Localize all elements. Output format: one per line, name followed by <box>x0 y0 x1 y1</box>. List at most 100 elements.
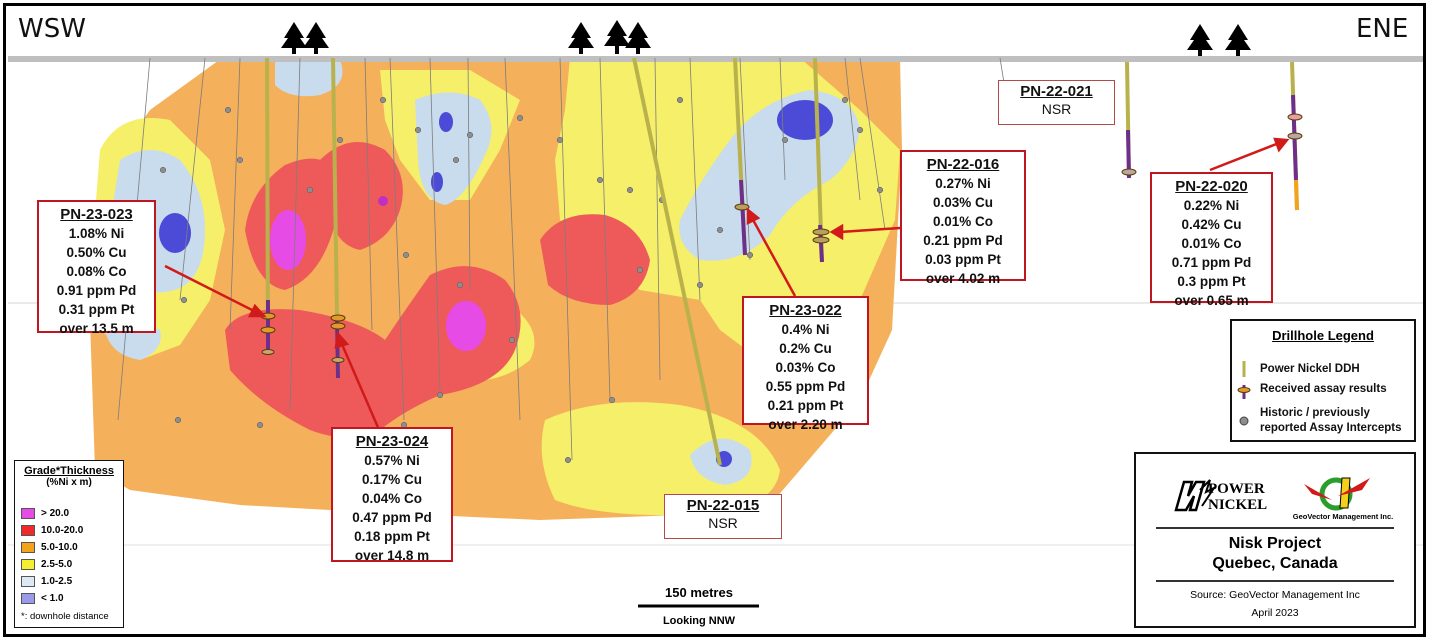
grade-item-2.5-5: 2.5-5.0 <box>21 559 72 570</box>
callout-hole-id: PN-22-021 <box>1020 83 1093 100</box>
grade-footnote: *: downhole distance <box>21 611 109 622</box>
callout-line: 0.2% Cu <box>779 341 832 356</box>
callout-line: NSR <box>1041 101 1072 117</box>
tree-icon <box>1187 24 1213 56</box>
drillhole-legend-title: Drillhole Legend <box>1272 328 1374 343</box>
power-nickel-ddh <box>265 57 1299 466</box>
callout-line: 0.50% Cu <box>66 245 127 260</box>
callout-pn-23-024: PN-23-024 0.57% Ni 0.17% Cu 0.04% Co 0.4… <box>331 427 453 563</box>
grade-item-10-20: 10.0-20.0 <box>21 525 83 536</box>
tree-icon <box>1225 24 1251 56</box>
callout-line: 0.21 ppm Pd <box>923 233 1003 248</box>
callout-arrows <box>164 137 1290 433</box>
callout-pn-23-022: PN-23-022 0.4% Ni 0.2% Cu 0.03% Co 0.55 … <box>742 296 869 432</box>
grade-zone-10-20 <box>540 214 650 305</box>
drillhole-pn-22-015 <box>632 57 722 466</box>
tree-icon <box>568 22 594 54</box>
callout-line: over 14.8 m <box>354 548 430 563</box>
callout-line: 0.71 ppm Pd <box>1171 255 1252 270</box>
callout-line: 0.21 ppm Pt <box>767 398 844 413</box>
power-nickel-logo-text: POWER NICKEL <box>1208 481 1268 513</box>
callout-line: 0.03% Co <box>775 360 836 375</box>
grade-zone-gt20 <box>446 301 486 351</box>
callout-line: over 4.02 m <box>925 271 1001 286</box>
callout-line: 1.08% Ni <box>68 226 125 241</box>
callout-line: 0.17% Cu <box>361 472 423 487</box>
callout-line: NSR <box>708 515 738 531</box>
callout-pn-22-020: PN-22-020 0.22% Ni 0.42% Cu 0.01% Co 0.7… <box>1150 172 1273 308</box>
grade-item-gt20: > 20.0 <box>21 508 69 519</box>
date-text: April 2023 <box>1251 607 1299 619</box>
callout-hole-id: PN-23-022 <box>769 302 842 319</box>
callout-line: 0.42% Cu <box>1181 217 1242 232</box>
callout-line: 0.01% Co <box>1181 236 1242 251</box>
callout-hole-id: PN-22-020 <box>1175 178 1248 195</box>
callout-line: 0.04% Co <box>361 491 423 506</box>
grade-zone-10-20 <box>320 142 403 250</box>
scale-label: 150 metres <box>665 585 733 600</box>
ground-surface <box>8 56 1423 62</box>
grade-item-lt1: < 1.0 <box>21 593 64 604</box>
callout-line: 0.4% Ni <box>781 322 830 337</box>
grade-zone-lt1 <box>777 100 833 140</box>
callout-line: over 13.5 m <box>59 321 134 336</box>
grade-zone-lt1 <box>159 213 191 253</box>
grade-legend-title: Grade*Thickness <box>24 465 114 477</box>
callout-hole-id: PN-22-016 <box>926 156 1000 173</box>
callout-line: 0.47 ppm Pd <box>352 510 432 525</box>
geovector-logo-text: GeoVector Management Inc. <box>1292 512 1394 521</box>
callout-line: 0.27% Ni <box>935 176 991 191</box>
project-name: Nisk Project <box>1228 535 1322 552</box>
grade-zone-lt1 <box>431 172 443 192</box>
power-nickel-logo-icon <box>1174 479 1217 512</box>
callout-line: 0.31 ppm Pt <box>58 302 135 317</box>
tree-icon <box>303 22 329 54</box>
geovector-logo-icon <box>1304 477 1370 511</box>
grade-zone-2.5-5 <box>541 402 780 516</box>
callout-pn-23-023: PN-23-023 1.08% Ni 0.50% Cu 0.08% Co 0.9… <box>37 200 156 336</box>
grade-zone-gt20 <box>378 196 388 206</box>
title-divider <box>1156 580 1394 582</box>
assay-markers <box>260 113 1303 363</box>
historic-symbol-icon <box>1239 416 1249 426</box>
legend-item-assay: Received assay results <box>1260 383 1387 395</box>
callout-pn-22-016: PN-22-016 0.27% Ni 0.03% Cu 0.01% Co 0.2… <box>900 150 1026 286</box>
grade-legend-subtitle: (%Ni x m) <box>46 477 92 488</box>
callout-line: 0.3 ppm Pt <box>1177 274 1246 289</box>
grade-zone-1-2.5 <box>275 60 343 97</box>
callout-hole-id: PN-22-015 <box>686 497 760 514</box>
tree-icons <box>281 20 1251 56</box>
source-text: Source: GeoVector Management Inc <box>1190 589 1360 601</box>
view-direction: Looking NNW <box>662 615 736 627</box>
callout-line: 0.01% Co <box>932 214 994 229</box>
callout-line: 0.08% Co <box>66 264 127 279</box>
grade-zone-lt1 <box>439 112 453 132</box>
callout-line: 0.18 ppm Pt <box>354 529 430 544</box>
legend-item-ddh: Power Nickel DDH <box>1260 363 1360 375</box>
callout-line: over 0.65 m <box>1174 293 1249 308</box>
callout-line: 0.57% Ni <box>364 453 420 468</box>
callout-line: 0.55 ppm Pd <box>765 379 846 394</box>
grade-zone-gt20 <box>270 210 306 270</box>
tree-icon <box>281 22 307 54</box>
callout-line: 0.03 ppm Pt <box>925 252 1001 267</box>
callout-pn-22-021: PN-22-021 NSR <box>998 80 1115 125</box>
callout-hole-id: PN-23-023 <box>60 206 133 223</box>
drillhole-legend-symbols <box>1237 361 1251 426</box>
grade-item-1-2.5: 1.0-2.5 <box>21 576 72 587</box>
callout-line: 0.91 ppm Pd <box>56 283 137 298</box>
callout-pn-22-015: PN-22-015 NSR <box>664 494 782 539</box>
grade-legend: Grade*Thickness (%Ni x m) > 20.0 10.0-20… <box>14 460 124 628</box>
callout-line: over 2.20 m <box>768 417 843 432</box>
title-block: POWER NICKEL GeoVector Management Inc. N… <box>1134 452 1416 628</box>
legend-item-historic: Historic / previously reported Assay Int… <box>1260 407 1402 434</box>
tree-icon <box>604 20 630 54</box>
callout-hole-id: PN-23-024 <box>355 433 429 450</box>
callout-line: 0.22% Ni <box>1183 198 1240 213</box>
title-divider <box>1156 527 1394 529</box>
tree-icon <box>625 22 651 54</box>
direction-right: ENE <box>1356 14 1409 44</box>
project-location: Quebec, Canada <box>1212 555 1338 572</box>
callout-line: 0.03% Cu <box>932 195 994 210</box>
